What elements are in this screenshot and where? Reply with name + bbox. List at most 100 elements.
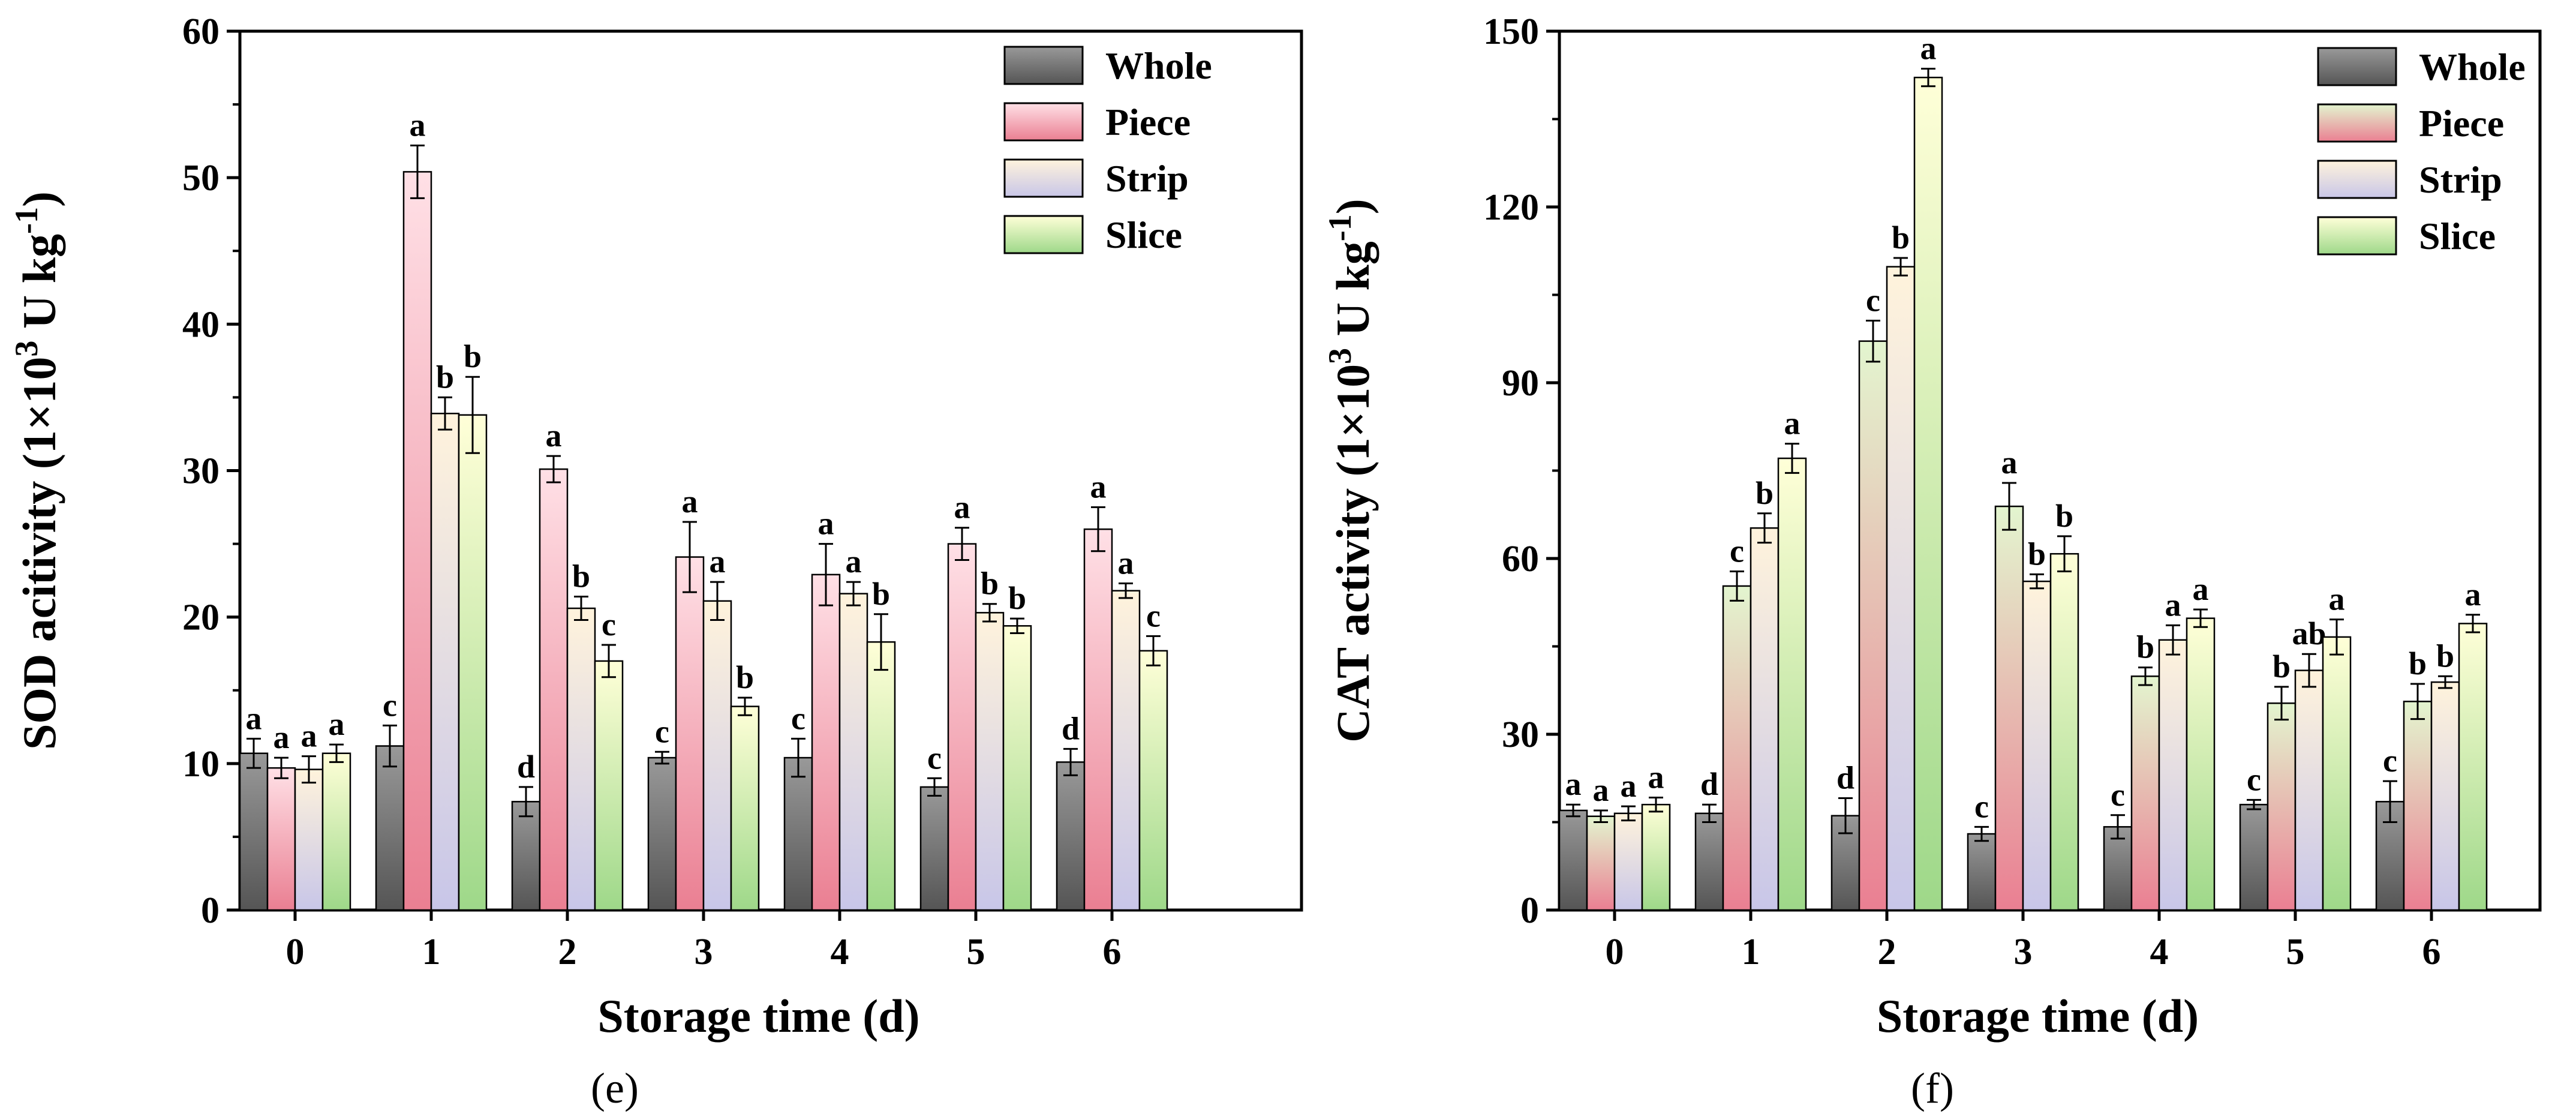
sod-bar-piece-day4 xyxy=(811,573,841,911)
cat-bar-slice-day5 xyxy=(2322,636,2352,911)
cat-sig-label-slice-day2: a xyxy=(1920,31,1937,67)
sod-sig-label-whole-day5: c xyxy=(927,740,942,776)
cat-bar-whole-day4 xyxy=(2103,826,2133,911)
cat-legend-label-slice: Slice xyxy=(2419,215,2496,257)
cat-sig-label-whole-day4: c xyxy=(2111,777,2125,813)
cat-legend-swatch-whole xyxy=(2317,47,2397,86)
cat-xtick-label-3: 3 xyxy=(2014,932,2033,972)
cat-xtick-label-2: 2 xyxy=(1878,932,1896,972)
cat-ytick-label-2: 60 xyxy=(1502,539,1539,579)
sod-bar-slice-day4 xyxy=(866,641,896,911)
cat-bar-slice-day3 xyxy=(2049,553,2079,911)
cat-ytick-label-5: 150 xyxy=(1483,11,1539,52)
cat-sig-label-slice-day0: a xyxy=(1648,759,1664,795)
sod-bar-piece-day3 xyxy=(675,556,705,911)
cat-sig-label-piece-day6: b xyxy=(2409,645,2427,681)
sod-sig-label-strip-day2: b xyxy=(572,558,590,594)
sod-y-axis-title-part-3: -1 xyxy=(8,207,44,234)
sod-bar-whole-day3 xyxy=(647,756,677,911)
cat-xtick-label-1: 1 xyxy=(1742,932,1760,972)
cat-legend-label-strip: Strip xyxy=(2419,158,2502,201)
sod-sig-label-piece-day2: a xyxy=(546,418,562,454)
sod-bar-piece-day2 xyxy=(539,468,569,911)
cat-sig-label-slice-day5: a xyxy=(2329,581,2345,617)
sod-bar-slice-day3 xyxy=(730,705,760,911)
sod-xtick-label-5: 5 xyxy=(967,932,985,972)
cat-bar-slice-day6 xyxy=(2458,623,2488,911)
cat-bar-slice-day1 xyxy=(1777,457,1807,911)
sod-x-axis-title: Storage time (d) xyxy=(597,990,919,1042)
cat-y-axis-title-part-1: 3 xyxy=(1322,348,1358,364)
sod-ytick-label-3: 30 xyxy=(182,451,220,492)
sod-bar-strip-day4 xyxy=(838,593,868,911)
sod-sig-label-piece-day5: a xyxy=(954,490,970,526)
cat-bar-piece-day3 xyxy=(1994,505,2024,911)
sod-sig-label-strip-day4: a xyxy=(846,544,862,579)
sod-y-axis-title-part-0: SOD acitivity (1×10 xyxy=(13,357,65,750)
cat-legend-swatch-slice xyxy=(2317,216,2397,256)
sod-sig-label-piece-day4: a xyxy=(818,506,834,542)
cat-bar-strip-day0 xyxy=(1613,812,1643,911)
cat-bar-slice-day4 xyxy=(2186,617,2216,911)
cat-ytick-label-0: 0 xyxy=(1520,890,1539,931)
sod-legend-label-whole: Whole xyxy=(1105,44,1212,87)
sod-bar-strip-day0 xyxy=(294,768,324,911)
sod-sig-label-slice-day4: b xyxy=(872,576,890,612)
sod-sig-label-slice-day0: a xyxy=(329,706,345,742)
sod-bar-whole-day2 xyxy=(511,801,541,911)
sod-bar-slice-day0 xyxy=(321,752,351,911)
sod-sig-label-slice-day3: b xyxy=(736,659,754,695)
cat-ytick-label-1: 30 xyxy=(1502,714,1539,755)
sod-ytick-label-4: 40 xyxy=(182,304,220,345)
cat-sig-label-whole-day5: c xyxy=(2247,761,2261,797)
cat-ytick-label-4: 120 xyxy=(1483,187,1539,228)
sod-legend-label-piece: Piece xyxy=(1105,101,1191,143)
cat-bar-whole-day1 xyxy=(1694,812,1724,911)
sod-ytick-label-5: 50 xyxy=(182,158,220,199)
cat-ytick-label-3: 90 xyxy=(1502,363,1539,404)
sod-sig-label-slice-day6: c xyxy=(1146,597,1161,633)
sod-bar-slice-day6 xyxy=(1138,650,1168,911)
sod-sig-label-slice-day2: c xyxy=(602,606,616,642)
sod-legend-swatch-strip xyxy=(1003,158,1084,198)
sod-bar-piece-day0 xyxy=(266,767,296,911)
sod-ytick-label-6: 60 xyxy=(182,11,220,52)
cat-bar-strip-day6 xyxy=(2430,681,2460,911)
sod-sig-label-strip-day1: b xyxy=(436,359,454,395)
sod-xtick-label-3: 3 xyxy=(695,932,713,972)
cat-bar-strip-day3 xyxy=(2022,580,2052,911)
cat-sig-label-whole-day1: d xyxy=(1700,766,1718,802)
cat-sig-label-slice-day4: a xyxy=(2193,571,2209,607)
cat-bar-piece-day1 xyxy=(1722,585,1752,911)
cat-sig-label-strip-day3: b xyxy=(2028,536,2046,572)
sod-bar-piece-day1 xyxy=(402,171,432,911)
sod-bar-whole-day6 xyxy=(1056,761,1086,911)
cat-sig-label-strip-day2: b xyxy=(1892,220,1910,256)
cat-bar-strip-day1 xyxy=(1750,527,1780,911)
cat-legend-label-whole: Whole xyxy=(2419,46,2526,88)
cat-bar-whole-day5 xyxy=(2239,803,2269,911)
cat-bar-piece-day5 xyxy=(2267,702,2297,911)
cat-y-axis-title: CAT activity (1×103 U kg-1) xyxy=(1322,199,1379,743)
sod-bar-slice-day5 xyxy=(1002,625,1032,911)
cat-sig-label-piece-day3: a xyxy=(2001,445,2018,481)
sod-bar-strip-day6 xyxy=(1111,590,1141,911)
cat-bar-piece-day6 xyxy=(2403,701,2433,911)
sod-sig-label-strip-day0: a xyxy=(301,718,317,754)
sod-ytick-label-1: 10 xyxy=(182,744,220,785)
cat-bar-slice-day0 xyxy=(1641,803,1671,911)
cat-sig-label-piece-day5: b xyxy=(2273,648,2291,684)
sod-sig-label-piece-day1: a xyxy=(410,107,426,143)
sod-bar-slice-day1 xyxy=(458,414,488,911)
cat-x-axis-title: Storage time (d) xyxy=(1877,990,2199,1042)
sod-sig-label-strip-day3: a xyxy=(710,544,726,579)
sod-sig-label-whole-day6: d xyxy=(1062,710,1080,746)
sod-sig-label-slice-day5: b xyxy=(1008,580,1026,616)
sod-panel-label: (e) xyxy=(591,1064,639,1112)
sod-xtick-label-1: 1 xyxy=(422,932,441,972)
sod-bar-strip-day5 xyxy=(975,612,1005,911)
cat-sig-label-piece-day1: c xyxy=(1730,533,1744,569)
sod-bar-piece-day5 xyxy=(947,543,977,911)
